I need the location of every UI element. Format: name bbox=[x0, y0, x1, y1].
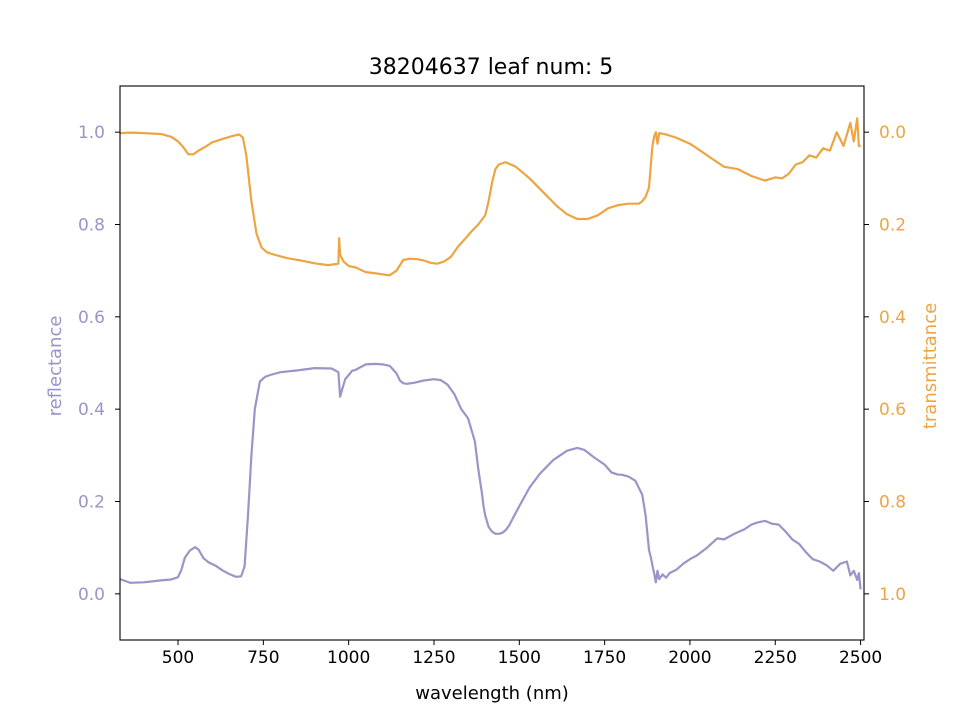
x-tick-label: 2000 bbox=[668, 648, 711, 668]
left-axis-label: reflectance bbox=[45, 316, 66, 417]
x-tick-label: 2250 bbox=[754, 648, 797, 668]
left-tick-label: 0.6 bbox=[78, 308, 105, 328]
right-axis-label: transmittance bbox=[920, 303, 941, 429]
right-tick-label: 0.8 bbox=[879, 493, 906, 513]
x-tick-label: 1250 bbox=[412, 648, 455, 668]
x-tick-label: 500 bbox=[162, 648, 194, 668]
left-tick-label: 0.0 bbox=[78, 585, 105, 605]
x-tick-label: 1500 bbox=[498, 648, 541, 668]
x-tick-label: 1000 bbox=[327, 648, 370, 668]
left-tick-label: 1.0 bbox=[78, 123, 105, 143]
x-tick-label: 1750 bbox=[583, 648, 626, 668]
right-tick-label: 0.0 bbox=[879, 123, 906, 143]
x-tick-label: 750 bbox=[247, 648, 279, 668]
x-tick-label: 2500 bbox=[839, 648, 882, 668]
right-tick-label: 0.6 bbox=[879, 400, 906, 420]
right-tick-label: 0.2 bbox=[879, 216, 906, 236]
plot-area bbox=[120, 86, 864, 640]
series-layer bbox=[119, 117, 862, 590]
left-tick-label: 0.4 bbox=[78, 400, 105, 420]
axes-layer: 500 750 1000 1250 1500 1750 2000 2250 2500 0.0 0.2… bbox=[78, 123, 906, 668]
right-tick-label: 0.4 bbox=[879, 308, 906, 328]
right-tick-label: 1.0 bbox=[879, 585, 906, 605]
chart-title: 38204637 leaf num: 5 bbox=[369, 55, 614, 80]
transmittance-line bbox=[119, 117, 861, 277]
left-tick-label: 0.2 bbox=[78, 493, 105, 513]
plot-frame bbox=[119, 85, 865, 641]
x-axis-label: wavelength (nm) bbox=[415, 683, 569, 704]
reflectance-line bbox=[119, 362, 862, 590]
left-tick-label: 0.8 bbox=[78, 216, 105, 236]
